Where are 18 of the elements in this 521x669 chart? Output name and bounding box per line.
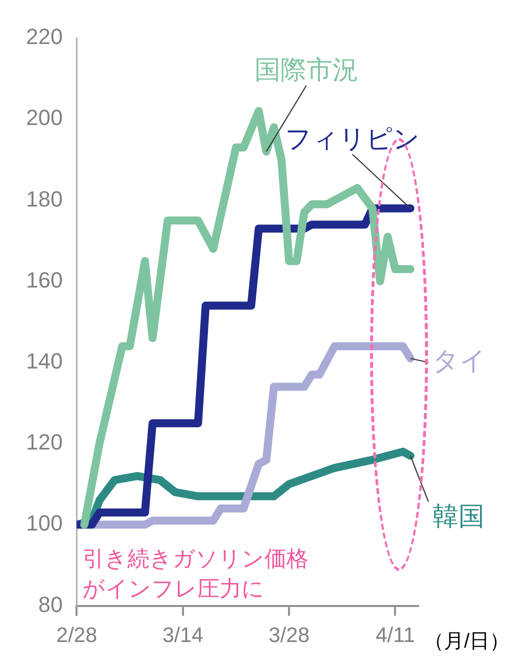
y-tick-label: 160 xyxy=(26,267,63,292)
y-tick-label: 140 xyxy=(26,348,63,374)
y-tick-label: 80 xyxy=(38,592,63,617)
text: フィリピン xyxy=(284,124,420,154)
y-tick-label: 200 xyxy=(26,105,63,130)
annotation: 引き続きガソリン価格がインフレ圧力に xyxy=(82,546,309,601)
y-tick-label: 180 xyxy=(26,186,63,212)
x-tick-label: 3/14 xyxy=(162,624,204,648)
y-tick-label: 100 xyxy=(26,510,63,536)
series-label: 韓国 xyxy=(432,500,484,531)
y-tick-label: 220 xyxy=(26,24,63,50)
x-axis-title: （月/日） xyxy=(424,630,510,652)
series-label: タイ xyxy=(432,346,486,376)
x-tick-label: 4/11 xyxy=(376,624,415,648)
series-label: 国際市況 xyxy=(254,54,358,85)
x-tick-label: 3/28 xyxy=(268,624,310,648)
y-tick-label: 120 xyxy=(26,430,63,455)
x-tick-label: 2/28 xyxy=(56,624,98,648)
